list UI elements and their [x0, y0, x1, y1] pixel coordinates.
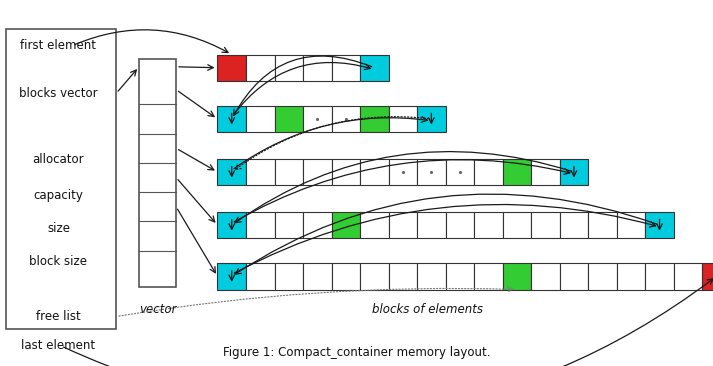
Bar — [246, 212, 275, 238]
Bar — [474, 159, 503, 185]
Bar — [246, 159, 275, 185]
Bar — [702, 263, 713, 290]
Bar — [139, 59, 176, 287]
Bar — [332, 55, 360, 81]
Bar — [246, 263, 275, 290]
Bar — [303, 159, 332, 185]
Bar — [360, 159, 389, 185]
Bar — [531, 263, 560, 290]
Bar — [217, 159, 246, 185]
Bar — [360, 263, 389, 290]
Text: blocks of elements: blocks of elements — [372, 303, 483, 316]
Bar — [332, 263, 360, 290]
Bar — [389, 159, 417, 185]
Bar — [503, 159, 531, 185]
Bar — [217, 55, 246, 81]
Bar — [446, 212, 474, 238]
Bar — [446, 159, 474, 185]
Bar — [275, 106, 303, 132]
Text: Figure 1: Compact_container memory layout.: Figure 1: Compact_container memory layou… — [222, 346, 491, 359]
Bar — [275, 55, 303, 81]
Bar — [588, 212, 617, 238]
Bar — [645, 263, 674, 290]
Bar — [332, 212, 360, 238]
Bar — [303, 263, 332, 290]
Bar — [360, 212, 389, 238]
Text: size: size — [47, 222, 70, 235]
Bar — [389, 263, 417, 290]
Bar — [617, 212, 645, 238]
Bar — [217, 106, 246, 132]
Bar — [645, 212, 674, 238]
Text: free list: free list — [36, 310, 81, 323]
Bar — [275, 263, 303, 290]
Text: first element: first element — [21, 39, 96, 52]
Bar — [560, 159, 588, 185]
Bar — [417, 159, 446, 185]
Bar — [332, 159, 360, 185]
Bar — [617, 263, 645, 290]
Bar — [560, 263, 588, 290]
Bar — [674, 263, 702, 290]
Text: capacity: capacity — [34, 189, 83, 202]
Bar — [275, 212, 303, 238]
Text: last element: last element — [21, 339, 96, 352]
Bar — [474, 263, 503, 290]
Bar — [303, 106, 332, 132]
Bar — [417, 106, 446, 132]
Bar — [246, 55, 275, 81]
Text: block size: block size — [29, 255, 88, 268]
Bar — [446, 263, 474, 290]
Bar — [303, 212, 332, 238]
Text: blocks vector: blocks vector — [19, 87, 98, 100]
Bar — [303, 55, 332, 81]
Bar — [503, 263, 531, 290]
Bar — [531, 159, 560, 185]
Bar — [503, 212, 531, 238]
Bar — [531, 212, 560, 238]
Bar — [360, 106, 389, 132]
Bar — [560, 212, 588, 238]
Bar — [217, 212, 246, 238]
Bar — [332, 106, 360, 132]
Bar — [360, 55, 389, 81]
Bar — [246, 106, 275, 132]
Bar — [389, 106, 417, 132]
Bar — [217, 263, 246, 290]
Bar — [417, 212, 446, 238]
Bar — [275, 159, 303, 185]
Text: allocator: allocator — [33, 153, 84, 166]
Bar — [6, 29, 116, 329]
Bar — [588, 263, 617, 290]
Bar — [389, 212, 417, 238]
Bar — [474, 212, 503, 238]
Bar — [417, 263, 446, 290]
Text: vector: vector — [140, 303, 177, 316]
